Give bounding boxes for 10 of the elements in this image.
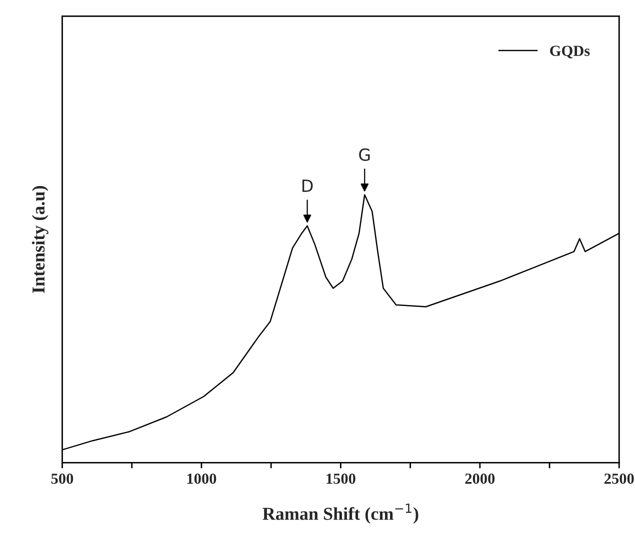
x-tick-label: 2000: [465, 474, 495, 484]
annotation: G: [359, 148, 370, 161]
x-tick-label: 2500: [604, 474, 634, 484]
annotation: D: [302, 180, 313, 192]
x-tick-label: 1000: [187, 474, 216, 484]
x-tick-label: 500: [51, 474, 74, 484]
y-axis-title: Intensity (a.u): [32, 186, 48, 293]
legend-label: GQDs: [550, 46, 590, 58]
x-axis-title: Raman Shift (cm$^{−1}$): [262, 504, 418, 524]
x-tick-label: 1500: [326, 474, 356, 484]
